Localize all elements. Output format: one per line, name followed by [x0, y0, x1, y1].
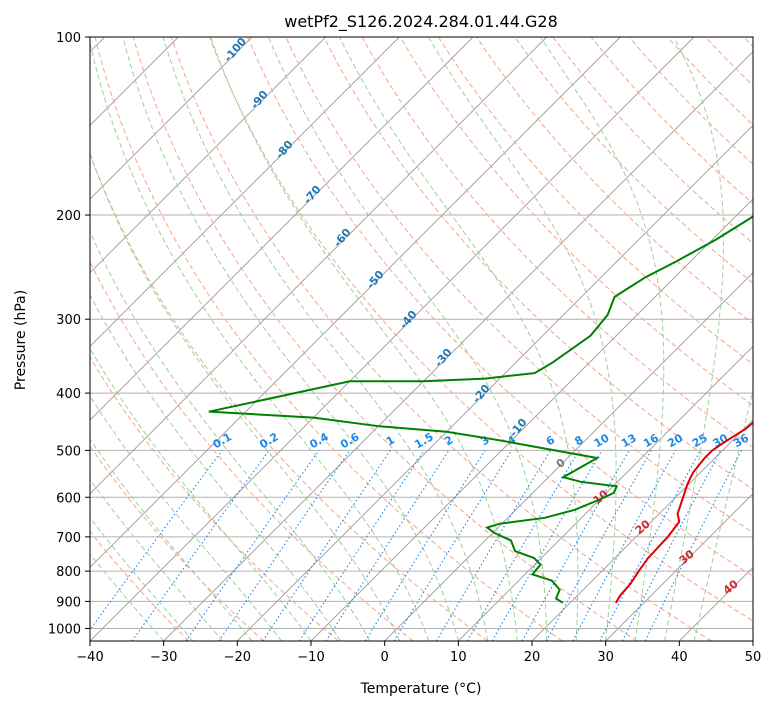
background-lines: [90, 37, 753, 641]
x-tick-label: 10: [450, 650, 467, 665]
mixing-ratio-line: [298, 450, 425, 641]
moist-adiabat-line: [162, 37, 489, 641]
isotherm-line: [605, 493, 753, 641]
y-tick-label: 700: [56, 531, 81, 546]
mixing-ratio-line: [621, 450, 722, 641]
x-tick-label: −20: [224, 650, 251, 665]
moist-adiabat-line: [90, 293, 341, 641]
x-tick-label: 30: [597, 650, 614, 665]
mixing-ratio-line: [572, 450, 677, 641]
isotherm-line: [90, 37, 621, 568]
moist-adiabat-line: [693, 387, 753, 641]
dewpoint-line: [208, 215, 753, 604]
axis-ticks: −40 −30 −20 −10 0 10 20 30 40 50 100 200 300 400 500 60…: [48, 31, 761, 665]
isotherm-line: [90, 37, 547, 495]
dry-adiabat-line: [90, 445, 264, 641]
x-tick-label: −10: [297, 650, 324, 665]
moist-adiabat-line: [90, 347, 312, 641]
x-tick-label: 40: [671, 650, 688, 665]
isotherm-line: [384, 272, 753, 641]
y-tick-label: 500: [56, 444, 81, 459]
moist-adiabat-line: [90, 152, 400, 641]
dry-adiabat-line: [209, 37, 753, 622]
isotherm-line: [90, 37, 253, 200]
y-tick-label: 300: [56, 313, 81, 328]
y-tick-label: 400: [56, 387, 81, 402]
isotherm-line: [90, 37, 695, 641]
isotherm-line: [90, 37, 326, 274]
chart-title: wetPf2_S126.2024.284.01.44.G28: [284, 12, 558, 32]
moist-adiabat-line: [90, 478, 223, 641]
moist-adiabat-line: [664, 37, 725, 641]
dry-adiabat-line: [438, 37, 753, 365]
isotherm-line: [90, 37, 474, 421]
x-tick-label: 50: [745, 650, 762, 665]
mixing-ratio-line: [185, 450, 320, 641]
y-tick-label: 800: [56, 565, 81, 580]
mixing-ratio-line: [393, 450, 513, 641]
plot-frame: [89, 36, 754, 642]
mixing-ratio-line: [218, 450, 351, 641]
x-tick-label: 20: [524, 650, 541, 665]
moist-adiabat-line: [122, 37, 459, 641]
x-tick-label: −30: [150, 650, 177, 665]
moist-adiabat-line: [539, 37, 665, 641]
moist-adiabat-line: [90, 438, 253, 641]
y-axis-label: Pressure (hPa): [13, 290, 29, 390]
x-tick-label: 0: [381, 650, 389, 665]
isotherm-line: [458, 345, 753, 641]
y-tick-label: 900: [56, 595, 81, 610]
moist-adiabat-line: [339, 37, 579, 641]
y-tick-label: 1000: [48, 622, 81, 637]
dry-adiabat-line: [90, 356, 339, 641]
isotherm-line: [163, 51, 753, 641]
y-tick-label: 100: [56, 31, 81, 46]
isotherm-line: [237, 124, 753, 641]
dry-adiabat-line: [90, 152, 488, 641]
moist-adiabat-line: [90, 40, 430, 641]
profile-lines: [208, 215, 753, 604]
mixing-ratio-line: [644, 450, 742, 641]
moist-adiabat-line: [90, 395, 282, 641]
dry-adiabat-line: [399, 37, 753, 407]
mixing-ratio-line: [131, 450, 270, 641]
dry-adiabat-line: [132, 37, 638, 641]
x-axis-label: Temperature (°C): [360, 681, 482, 697]
moist-adiabat-line: [210, 37, 518, 641]
mixing-ratio-line: [521, 450, 630, 641]
dry-adiabat-line: [323, 37, 753, 491]
dry-adiabat-line: [514, 37, 753, 284]
moist-adiabat-line: [268, 37, 548, 641]
temperature-line: [614, 421, 753, 604]
dry-adiabat-line: [90, 530, 190, 641]
dry-adiabat-line: [170, 37, 712, 641]
x-tick-label: −40: [76, 650, 103, 665]
mixing-ratio-line: [90, 450, 223, 631]
moist-adiabat-line: [90, 230, 371, 641]
isotherm-line: [90, 37, 400, 347]
mixing-ratio-line: [262, 450, 391, 641]
mixing-ratio-line: [545, 450, 652, 641]
y-tick-label: 600: [56, 491, 81, 506]
isotherm-line: [531, 419, 753, 641]
mixing-ratio-line: [325, 450, 450, 641]
y-tick-label: 200: [56, 209, 81, 224]
dry-adiabat-line: [90, 260, 414, 641]
dry-adiabat-line: [247, 37, 753, 577]
dry-adiabat-line: [94, 37, 563, 641]
